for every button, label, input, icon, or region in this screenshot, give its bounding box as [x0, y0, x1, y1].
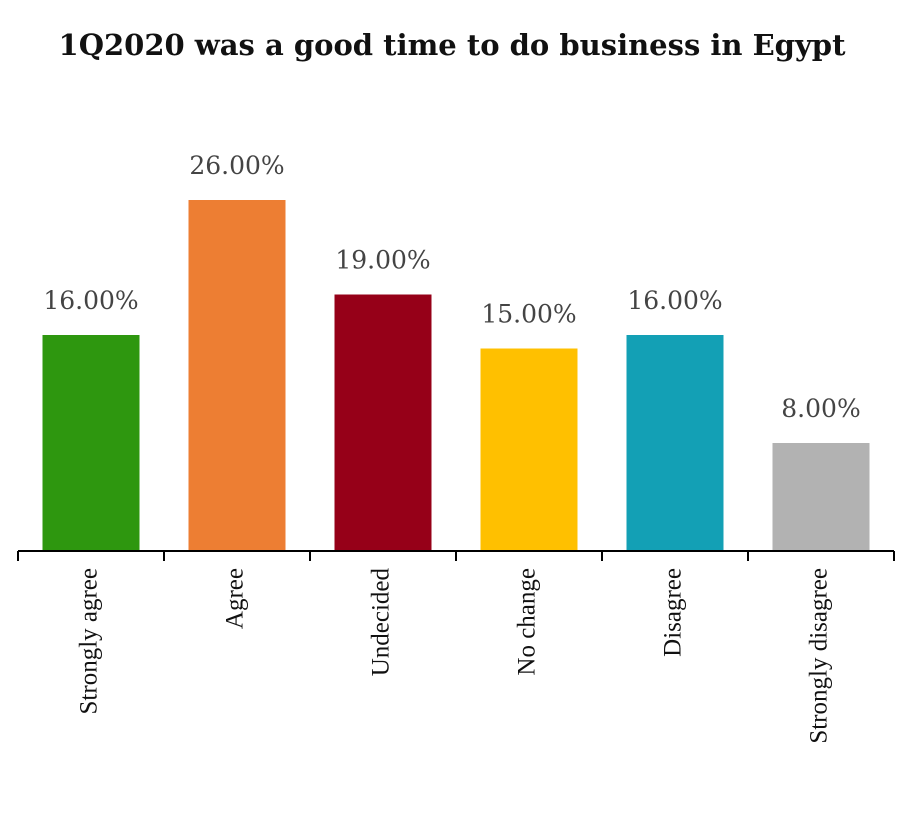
chart-title: 1Q2020 was a good time to do business in…: [58, 28, 846, 62]
data-label: 19.00%: [335, 246, 430, 275]
data-label: 16.00%: [43, 286, 138, 315]
bar-agree: [188, 200, 286, 551]
bar-strongly-agree: [42, 335, 140, 551]
data-labels-group: 16.00% 26.00% 19.00% 15.00% 16.00% 8.00%: [43, 151, 860, 423]
bar-disagree: [626, 335, 724, 551]
bar-undecided: [334, 294, 432, 551]
data-label: 26.00%: [189, 151, 284, 180]
data-label: 16.00%: [627, 286, 722, 315]
bars-group: [42, 200, 870, 551]
category-label: Agree: [222, 568, 249, 629]
x-axis-ticks: [17, 551, 895, 561]
bar-no-change: [480, 348, 578, 551]
category-label: Disagree: [660, 568, 687, 657]
bar-strongly-disagree: [772, 443, 870, 551]
category-label: Undecided: [368, 568, 395, 677]
category-label: Strongly agree: [76, 568, 103, 714]
category-label: No change: [514, 568, 541, 676]
category-labels-group: Strongly agree Agree Undecided No change Dis…: [76, 568, 833, 744]
data-label: 8.00%: [781, 394, 860, 423]
category-label: Strongly disagree: [806, 568, 833, 744]
data-label: 15.00%: [481, 300, 576, 329]
